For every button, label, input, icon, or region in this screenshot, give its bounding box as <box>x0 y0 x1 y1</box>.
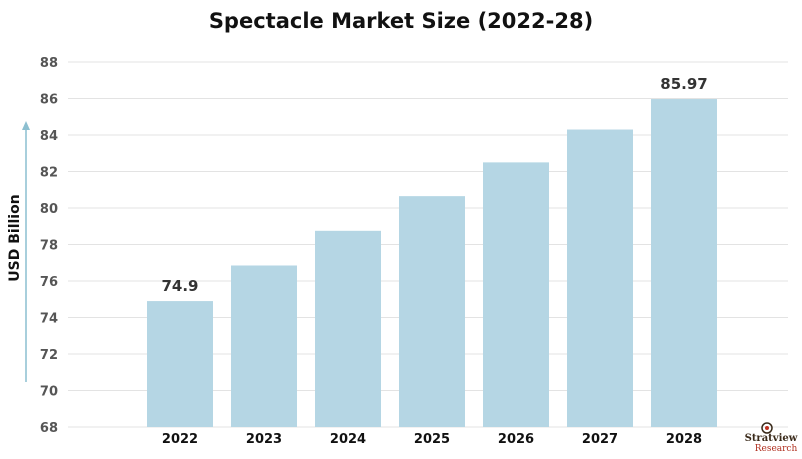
y-tick-label: 70 <box>40 385 58 400</box>
chart-title: Spectacle Market Size (2022-28) <box>209 9 593 33</box>
x-tick-label: 2024 <box>330 432 366 447</box>
y-tick-label: 76 <box>40 275 58 290</box>
logo: Stratview Research <box>745 422 798 454</box>
logo-name: Stratview <box>745 433 798 444</box>
bars <box>147 99 717 428</box>
data-label: 85.97 <box>660 75 707 93</box>
x-tick-label: 2028 <box>666 432 702 447</box>
data-labels: 74.9 85.97 <box>161 75 707 295</box>
bar-2026 <box>483 162 549 427</box>
x-tick-label: 2022 <box>162 432 198 447</box>
y-tick-label: 78 <box>40 239 58 254</box>
y-tick-label: 88 <box>40 56 58 71</box>
y-axis-ticks: 68 70 72 74 76 78 80 82 84 86 88 <box>40 56 58 436</box>
x-tick-label: 2025 <box>414 432 450 447</box>
y-axis-label: USD Billion <box>7 194 23 281</box>
y-tick-label: 68 <box>40 421 58 436</box>
y-tick-label: 82 <box>40 166 58 181</box>
bar-2023 <box>231 265 297 427</box>
bar-2022 <box>147 301 213 427</box>
x-tick-label: 2026 <box>498 432 534 447</box>
y-tick-label: 86 <box>40 93 58 108</box>
target-icon <box>761 422 773 434</box>
bar-2027 <box>567 129 633 427</box>
y-axis-arrow <box>22 121 30 382</box>
y-tick-label: 80 <box>40 202 58 217</box>
y-tick-label: 74 <box>40 312 58 327</box>
data-label: 74.9 <box>161 277 198 295</box>
y-tick-label: 72 <box>40 348 58 363</box>
bar-2024 <box>315 230 381 427</box>
x-tick-label: 2027 <box>582 432 618 447</box>
x-axis-ticks: 2022 2023 2024 2025 2026 2027 2028 <box>162 432 702 447</box>
x-tick-label: 2023 <box>246 432 282 447</box>
logo-sub: Research <box>755 444 798 454</box>
bar-2028 <box>651 99 717 428</box>
y-tick-label: 84 <box>40 129 58 144</box>
bar-2025 <box>399 196 465 427</box>
